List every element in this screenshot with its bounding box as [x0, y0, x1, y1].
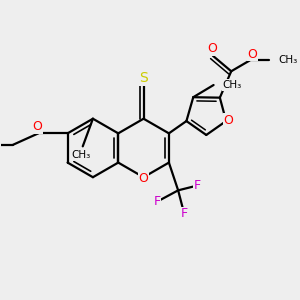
Text: O: O	[33, 120, 43, 133]
Text: O: O	[248, 48, 257, 61]
Text: CH₃: CH₃	[278, 55, 297, 65]
Text: F: F	[154, 195, 160, 208]
Text: O: O	[139, 172, 148, 184]
Text: O: O	[207, 42, 217, 55]
Text: CH₃: CH₃	[71, 150, 90, 160]
Text: O: O	[223, 114, 233, 127]
Text: S: S	[139, 71, 148, 85]
Text: F: F	[194, 179, 201, 192]
Text: CH₃: CH₃	[223, 80, 242, 90]
Text: F: F	[181, 207, 188, 220]
